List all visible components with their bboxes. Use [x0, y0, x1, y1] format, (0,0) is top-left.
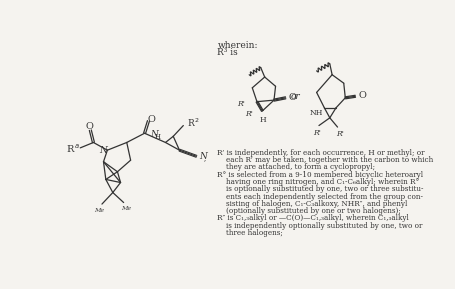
- Text: R$^{\,a}$: R$^{\,a}$: [66, 142, 80, 155]
- Text: wherein:: wherein:: [217, 41, 258, 50]
- Text: H: H: [155, 133, 161, 141]
- Text: O: O: [358, 91, 365, 100]
- Text: each R’ may be taken, together with the carbon to which: each R’ may be taken, together with the …: [217, 156, 433, 164]
- Text: O: O: [86, 122, 93, 131]
- Text: R': R': [335, 130, 343, 138]
- Text: R$^{\,2}$: R$^{\,2}$: [187, 117, 200, 129]
- Text: R': R': [245, 110, 253, 118]
- Text: O: O: [147, 115, 155, 124]
- Text: is independently optionally substituted by one, two or: is independently optionally substituted …: [217, 222, 422, 230]
- Text: ,: ,: [204, 154, 206, 162]
- Text: R³ is: R³ is: [217, 48, 238, 57]
- Text: R': R': [237, 100, 245, 108]
- Text: NH: NH: [309, 109, 322, 117]
- Text: R° is selected from a 9-10 membered bicyclic heteroaryl: R° is selected from a 9-10 membered bicy…: [217, 171, 423, 179]
- Text: H: H: [259, 116, 266, 124]
- Text: Me: Me: [121, 206, 131, 211]
- Text: is optionally substituted by one, two or three substitu-: is optionally substituted by one, two or…: [217, 185, 423, 193]
- Text: (optionally substituted by one or two halogens);: (optionally substituted by one or two ha…: [217, 207, 400, 215]
- Text: N: N: [99, 147, 106, 155]
- Text: or: or: [289, 92, 299, 101]
- Text: ents each independently selected from the group con-: ents each independently selected from th…: [217, 192, 423, 201]
- Text: O: O: [288, 92, 296, 101]
- Text: N: N: [150, 129, 158, 138]
- Text: they are attached, to form a cyclopropyl;: they are attached, to form a cyclopropyl…: [217, 163, 375, 171]
- Text: Me: Me: [94, 208, 105, 213]
- Text: having one ring nitrogen, and C₁-C₆alkyl; wherein R°: having one ring nitrogen, and C₁-C₆alkyl…: [217, 178, 419, 186]
- Text: sisting of halogen, C₁-C₃alkoxy, NHR″, and phenyl: sisting of halogen, C₁-C₃alkoxy, NHR″, a…: [217, 200, 407, 208]
- Text: R″ is C₁,₃alkyl or —C(O)—C₁,₃alkyl, wherein C₁,₃alkyl: R″ is C₁,₃alkyl or —C(O)—C₁,₃alkyl, wher…: [217, 214, 409, 223]
- Text: R’ is independently, for each occurrence, H or methyl; or: R’ is independently, for each occurrence…: [217, 149, 424, 157]
- Text: three halogens;: three halogens;: [217, 229, 283, 237]
- Text: R': R': [312, 129, 320, 137]
- Text: N: N: [199, 152, 207, 161]
